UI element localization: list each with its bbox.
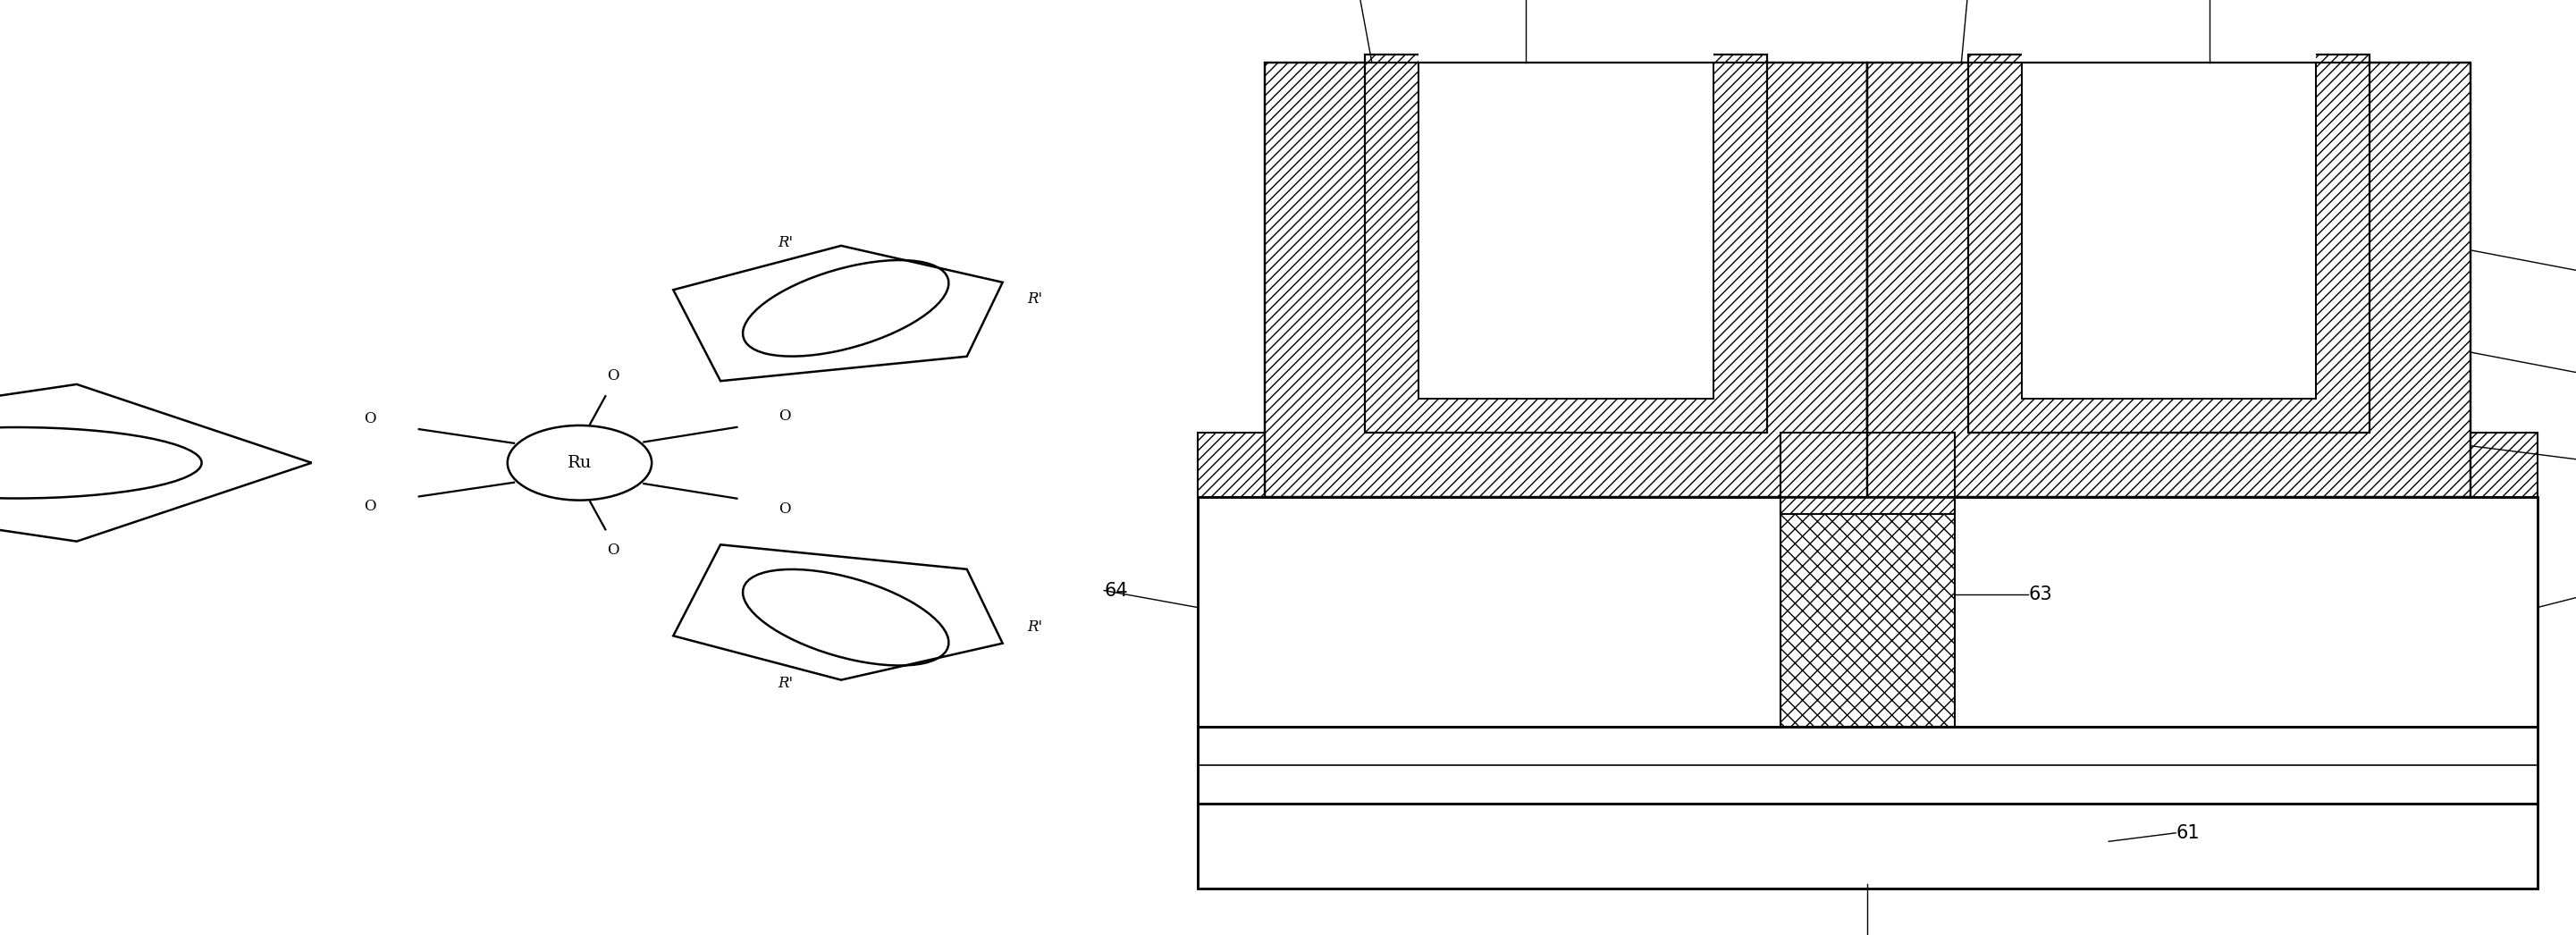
Bar [1968,46,2370,433]
Bar [1198,433,1265,496]
Bar [1265,63,1868,496]
Text: R': R' [1028,619,1043,634]
Text: O: O [608,542,618,557]
Bar [1198,496,2537,726]
Text: O: O [363,411,376,426]
Bar [1198,726,2537,803]
Bar [2022,46,2316,399]
Bar [1419,46,1713,399]
Bar [1198,803,2537,888]
Bar [2470,433,2537,496]
Text: O: O [778,502,791,517]
Bar [1868,63,2470,496]
Bar [1198,726,2537,803]
Text: 63: 63 [2027,585,2053,604]
Text: 64: 64 [1105,582,1128,599]
Bar [1780,433,1955,514]
Bar [1968,63,2370,433]
Bar [1365,46,1767,433]
Text: O: O [778,409,791,424]
Bar [1265,63,1868,496]
Bar [1780,496,1955,726]
Text: Ru: Ru [567,454,592,471]
Text: 61: 61 [2177,824,2200,842]
Bar [1365,54,1767,433]
Ellipse shape [507,425,652,500]
Text: R': R' [778,235,793,250]
Bar [1365,63,1767,433]
Bar [1868,63,2470,496]
Text: R': R' [778,676,793,691]
Bar [1198,803,2537,888]
Text: O: O [608,368,618,383]
Bar [1968,54,2370,433]
Text: O: O [363,499,376,514]
Bar [1198,496,2537,726]
Text: R': R' [1028,292,1043,307]
